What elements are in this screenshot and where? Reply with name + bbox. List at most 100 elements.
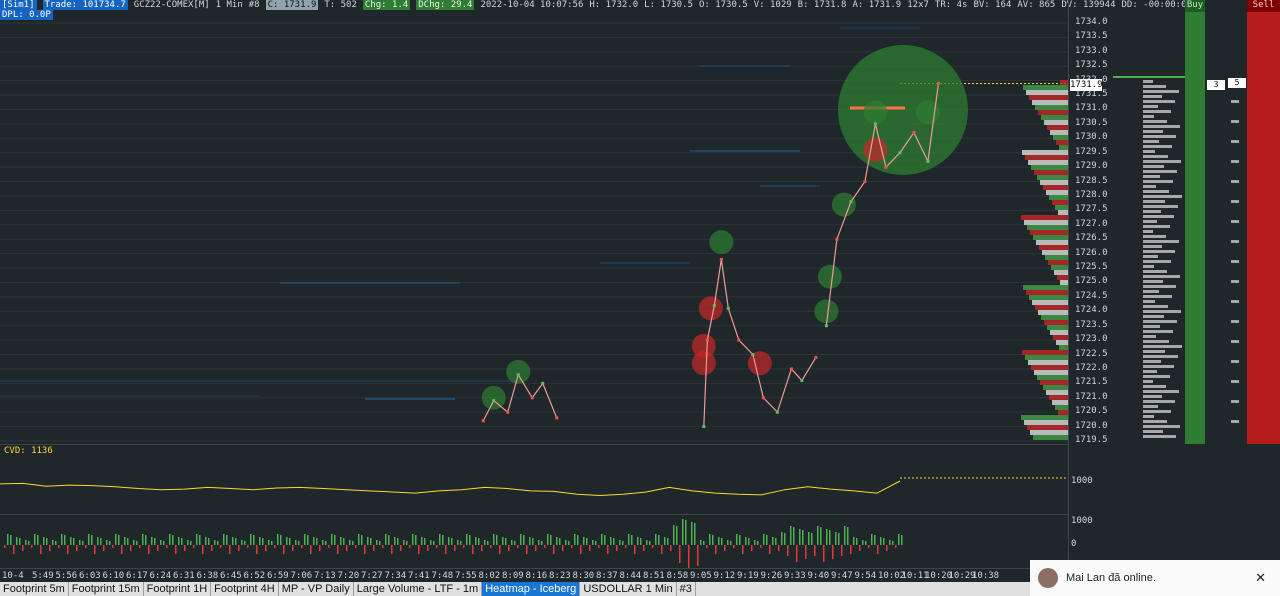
volume-bar: [523, 535, 525, 545]
volume-bar: [82, 541, 84, 545]
volume-bar: [751, 545, 753, 551]
volume-bar: [58, 545, 60, 548]
price-tick: 1728.0: [1075, 189, 1108, 200]
dom-row: [1143, 400, 1175, 403]
volume-bar: [631, 535, 633, 545]
volume-bar: [670, 545, 672, 551]
footprint-row: [1058, 410, 1068, 415]
volume-bar: [832, 545, 834, 559]
volume-bar: [862, 540, 864, 545]
chart-tab[interactable]: Footprint 5m: [0, 582, 69, 596]
dom-row: [1143, 130, 1163, 133]
volume-bar: [694, 523, 696, 545]
volume-bar: [172, 535, 174, 545]
price-tick: 1729.5: [1075, 146, 1108, 157]
volume-bar: [328, 545, 330, 548]
volume-bar: [847, 527, 849, 545]
footprint-row: [1035, 305, 1068, 310]
time-tick: 6:52: [243, 571, 266, 581]
close-icon[interactable]: ✕: [1255, 570, 1266, 585]
volume-bar: [658, 535, 660, 545]
dom-row: [1143, 340, 1169, 343]
chart-tab[interactable]: Large Volume - LTF - 1m: [354, 582, 483, 596]
volume-bar: [559, 538, 561, 545]
volume-bar: [52, 540, 54, 545]
volume-bar: [544, 545, 546, 548]
notification-toast[interactable]: Mai Lan đã online. ✕: [1030, 560, 1280, 596]
volume-bar: [682, 519, 684, 545]
cvd-pane[interactable]: CVD: 1136: [0, 444, 1068, 515]
volume-bar: [64, 535, 66, 545]
price-point: [789, 367, 793, 371]
dom-row: [1143, 240, 1179, 243]
chart-tab[interactable]: Footprint 15m: [69, 582, 144, 596]
volume-bar: [364, 545, 366, 554]
time-tick: 10:11: [901, 571, 929, 581]
volume-bar: [40, 545, 42, 554]
footprint-row: [1034, 370, 1068, 375]
volume-bar: [256, 545, 258, 554]
volume-bar: [892, 541, 894, 545]
indicator-axis: 1000 1000 0: [1068, 444, 1114, 568]
time-axis[interactable]: 10-4 5:49 5:56 6:03 6:10 6:17 6:24 6:31 6:38 6:45…: [0, 568, 1068, 583]
interval-label: 1 Min: [215, 0, 243, 10]
volume-bar: [397, 538, 399, 545]
volume-bar: [592, 540, 594, 545]
volume-bar: [184, 545, 186, 551]
time-tick: 8:02: [478, 571, 501, 581]
volume-bar: [295, 540, 297, 545]
volume-bar: [451, 538, 453, 545]
volume-bar: [334, 535, 336, 545]
price-point: [898, 151, 902, 155]
chart-tab[interactable]: Footprint 4H: [211, 582, 279, 596]
footprint-row: [1059, 145, 1068, 150]
footprint-row: [1036, 240, 1068, 245]
price-axis[interactable]: 1734.01733.51733.01732.51732.01731.51731…: [1068, 0, 1114, 445]
price-tick: 1719.5: [1075, 435, 1108, 445]
dom-row: [1231, 400, 1239, 403]
chart-tab[interactable]: Heatmap - Iceberg: [482, 582, 581, 596]
volume-bar: [724, 545, 726, 551]
dom-row: [1143, 435, 1176, 438]
range-value: 12x7: [907, 0, 929, 10]
volume-bar: [769, 545, 771, 554]
volume-bar: [613, 538, 615, 545]
dom-row: [1231, 120, 1239, 123]
time-tick: 7:34: [384, 571, 407, 581]
volume-bar: [709, 534, 711, 545]
volume-bar: [595, 541, 597, 545]
sell-volume-column: [1247, 0, 1280, 444]
volume-bar: [622, 541, 624, 545]
volume-axis-zero: 0: [1071, 539, 1077, 549]
volume-bar: [685, 520, 687, 545]
volume-bar: [151, 537, 153, 545]
volume-bar: [853, 537, 855, 545]
trade-label: Trade: 101734.7: [42, 0, 128, 10]
volume-bar: [88, 534, 90, 545]
chart-tab[interactable]: Footprint 1H: [144, 582, 212, 596]
chart-tab[interactable]: MP - VP Daily: [279, 582, 354, 596]
chart-tab[interactable]: #3: [677, 582, 696, 596]
volume-bar: [340, 537, 342, 545]
volume-bar: [469, 535, 471, 545]
volume-bar: [238, 545, 240, 551]
dom-row: [1143, 295, 1172, 298]
dom-row: [1143, 150, 1155, 153]
dom-row: [1143, 250, 1175, 253]
time-tick: 6:31: [173, 571, 195, 581]
volume-bar: [190, 541, 192, 545]
volume-bar: [484, 540, 486, 545]
volume-bar: [586, 538, 588, 545]
volume-pane[interactable]: [0, 514, 1068, 569]
dom-row: [1143, 225, 1170, 228]
price-chart[interactable]: [0, 0, 1068, 444]
dom-row: [1143, 420, 1167, 423]
volume-bar: [133, 540, 135, 545]
volume-bar: [280, 535, 282, 545]
volume-bar: [625, 545, 627, 548]
volume-bar: [259, 537, 261, 545]
price-tick: 1726.0: [1075, 247, 1108, 258]
footprint-row: [1055, 205, 1068, 210]
dom-row: [1143, 425, 1180, 428]
chart-tab[interactable]: USDOLLAR 1 Min: [580, 582, 677, 596]
